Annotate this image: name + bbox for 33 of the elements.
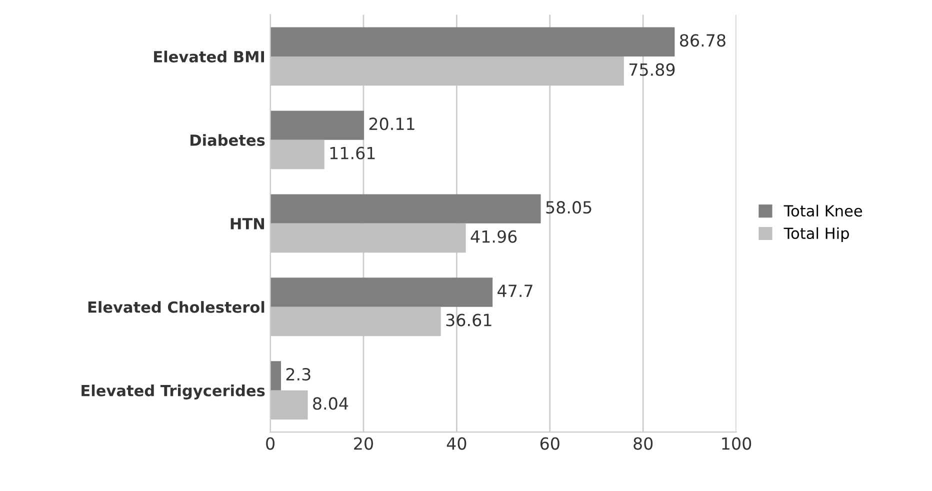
x-tick-label: 40 [446,437,466,450]
data-label: 41.96 [470,230,517,243]
bar [270,110,364,140]
data-label: 8.04 [313,397,348,410]
x-tick-label: 20 [354,437,373,450]
bar [270,223,466,253]
x-tick-label: 100 [722,437,752,450]
bar [270,27,675,56]
y-tick-label: Elevated Trigycerides [82,384,265,400]
bar [270,194,541,224]
bar [270,140,324,170]
legend-label: Total Knee [784,204,862,217]
y-tick-label: HTN [230,218,264,230]
data-label: 36.61 [446,314,492,326]
legend-label: Total Hip [784,227,849,242]
data-label: 11.61 [330,146,375,160]
x-tick-label: 0 [266,437,274,450]
y-tick-label: Elevated BMI [154,50,264,62]
data-label: 86.78 [680,34,726,47]
bar [270,390,308,420]
y-tick-label: Elevated Cholesterol [88,301,264,313]
data-label: 20.11 [369,118,414,130]
data-label: 58.05 [546,201,592,214]
x-tick-label: 60 [540,437,560,450]
bar [270,56,624,86]
bar [270,361,281,390]
data-label: 47.7 [498,284,532,297]
bar [270,306,441,336]
bar [270,278,493,307]
x-tick-label: 80 [634,437,653,450]
y-tick-label: Diabetes [190,134,265,146]
data-label: 2.3 [286,368,310,381]
data-label: 75.89 [629,63,675,76]
